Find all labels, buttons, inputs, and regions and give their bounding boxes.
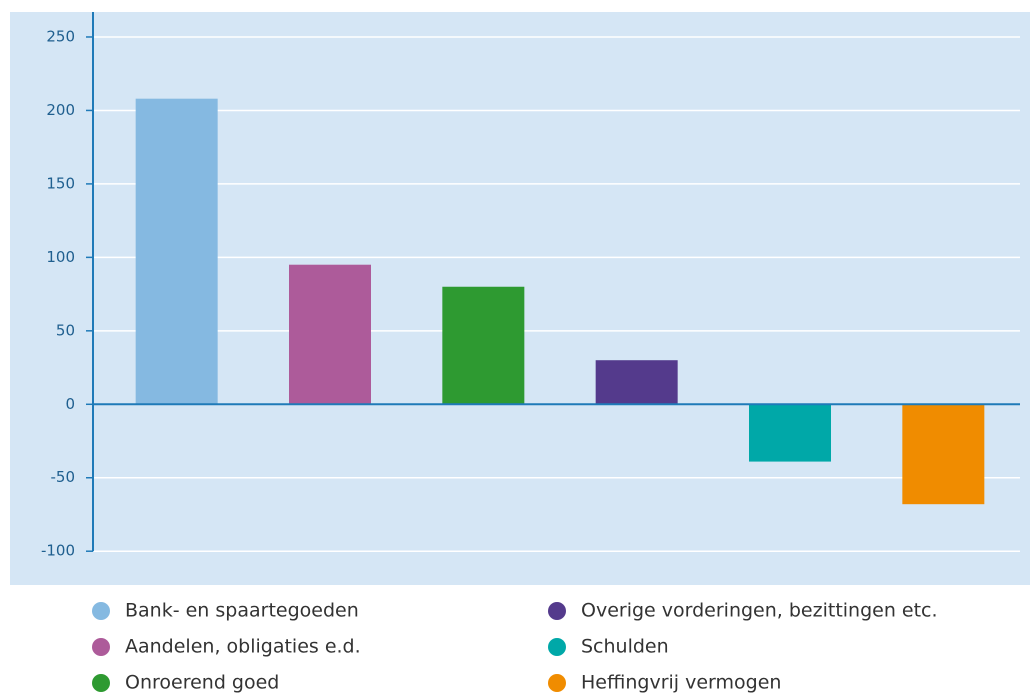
legend-label: Bank- en spaartegoeden bbox=[125, 600, 359, 622]
bar bbox=[902, 404, 985, 505]
y-tick-label: 50 bbox=[56, 321, 75, 339]
legend-label: Heffingvrij vermogen bbox=[581, 672, 781, 693]
y-tick-label: -100 bbox=[41, 542, 75, 560]
legend-marker bbox=[548, 674, 566, 692]
bar bbox=[749, 404, 831, 462]
bar bbox=[595, 360, 678, 405]
y-tick-label: 250 bbox=[46, 27, 75, 45]
legend-marker bbox=[92, 602, 110, 620]
y-tick-label: 0 bbox=[65, 395, 75, 413]
y-tick-label: 150 bbox=[46, 174, 75, 192]
bar bbox=[442, 286, 525, 405]
legend-marker bbox=[548, 638, 566, 656]
legend-marker bbox=[92, 638, 110, 656]
bar bbox=[289, 264, 371, 405]
legend-marker bbox=[92, 674, 110, 692]
legend-label: Overige vorderingen, bezittingen etc. bbox=[581, 600, 938, 622]
y-tick-label: 100 bbox=[46, 248, 75, 266]
legend-label: Aandelen, obligaties e.d. bbox=[125, 636, 361, 658]
bar bbox=[135, 98, 218, 405]
legend-label: Schulden bbox=[581, 636, 669, 658]
y-tick-label: -50 bbox=[51, 468, 76, 486]
y-tick-label: 200 bbox=[46, 101, 75, 119]
legend-label: Onroerend goed bbox=[125, 672, 279, 693]
legend-marker bbox=[548, 602, 566, 620]
